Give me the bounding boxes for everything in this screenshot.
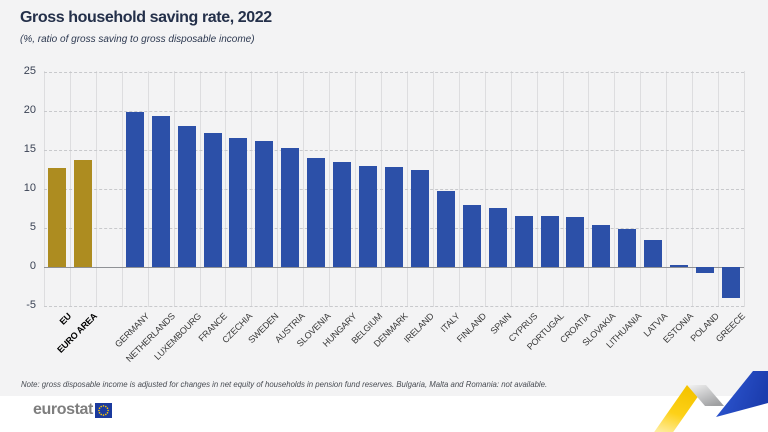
bar-germany [125, 111, 144, 267]
y-gridline [44, 111, 744, 112]
y-axis-tick-label: 15 [23, 143, 36, 155]
bar-portugal [540, 216, 559, 267]
bar-austria [281, 148, 300, 267]
eurostat-zigzag-arrow-icon [654, 371, 768, 432]
y-gridline [44, 306, 744, 307]
bar-latvia [644, 239, 663, 267]
zigzag-blue-stripe [716, 371, 768, 417]
zigzag-gray-stripe [687, 385, 724, 406]
eurostat-logo-text: eurostat [33, 401, 93, 418]
bar-estonia [670, 265, 689, 267]
bar-netherlands [151, 115, 170, 267]
y-gridline [44, 72, 744, 73]
bar-euro-area [73, 160, 92, 267]
footnote-text: Note: gross disposable income is adjuste… [21, 380, 548, 389]
y-axis-tick-label: 10 [23, 182, 36, 194]
x-axis-label-italy: ITALY [438, 311, 462, 335]
chart-title: Gross household saving rate, 2022 [20, 9, 272, 26]
zigzag-yellow-stripe [654, 385, 706, 432]
bar-france [203, 132, 222, 267]
bar-sweden [255, 141, 274, 267]
chart-subtitle: (%, ratio of gross saving to gross dispo… [20, 34, 255, 45]
bar-greece [722, 267, 741, 299]
bar-slovenia [307, 157, 326, 267]
x-axis-label-eu: EU [57, 311, 74, 327]
y-axis-tick-label: 20 [23, 104, 36, 116]
bar-lithuania [618, 228, 637, 267]
y-axis-tick-label: 25 [23, 65, 36, 77]
plot-area [44, 71, 745, 307]
bar-ireland [410, 170, 429, 267]
bar-italy [436, 190, 455, 267]
eurostat-logo: eurostat [33, 401, 112, 419]
bar-eu [47, 167, 66, 267]
bar-czechia [229, 138, 248, 267]
zero-axis-line [44, 267, 744, 268]
x-gridline [744, 71, 745, 307]
footer-bar: eurostat [0, 396, 768, 432]
bar-spain [488, 207, 507, 267]
bar-cyprus [514, 215, 533, 267]
bar-croatia [566, 217, 585, 267]
bar-belgium [359, 166, 378, 267]
y-gridline [44, 150, 744, 151]
y-axis-tick-label: -5 [26, 299, 36, 311]
eu-flag-icon [94, 402, 112, 418]
bar-hungary [333, 162, 352, 267]
bar-luxembourg [177, 125, 196, 267]
y-axis-tick-label: 5 [29, 221, 36, 233]
x-axis-label-luxembourg: LUXEMBOURG [151, 311, 203, 362]
bar-slovakia [592, 224, 611, 267]
bar-denmark [385, 167, 403, 267]
bar-poland [696, 267, 715, 274]
y-axis-tick-label: 0 [29, 260, 36, 272]
bar-finland [462, 204, 481, 267]
